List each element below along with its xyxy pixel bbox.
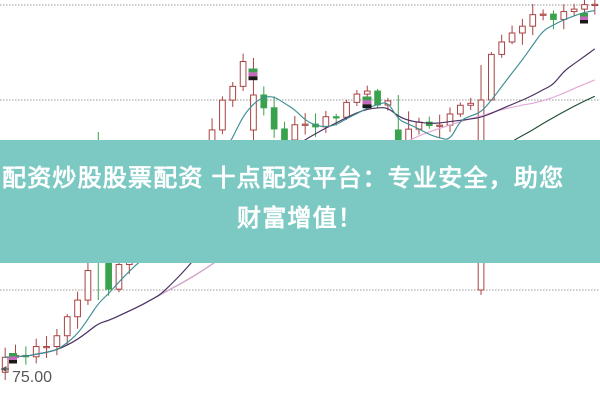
svg-text:75.00: 75.00 (12, 369, 52, 386)
